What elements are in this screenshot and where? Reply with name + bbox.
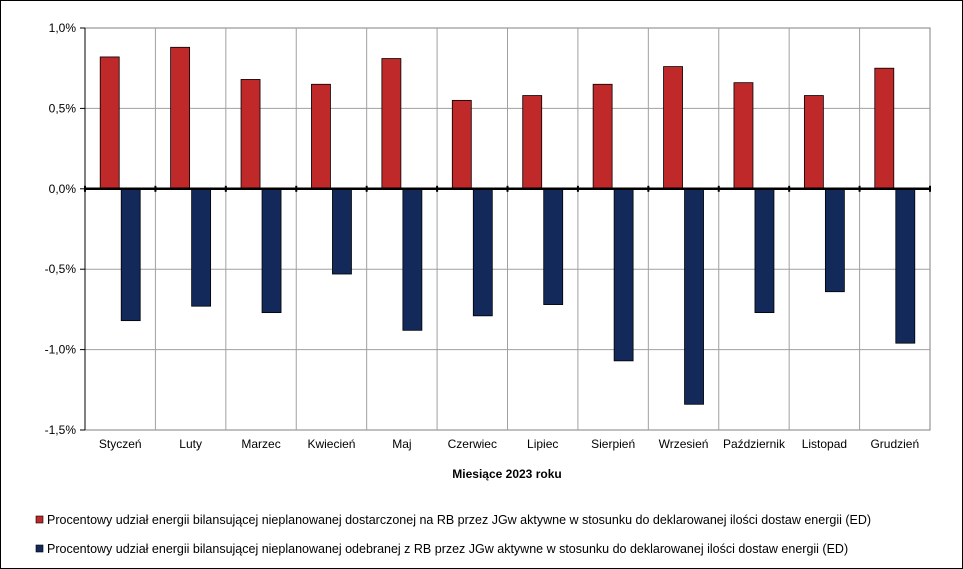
x-tick-label-2: Marzec: [241, 437, 280, 451]
x-tick-label-6: Lipiec: [527, 437, 558, 451]
legend: Procentowy udział energii bilansującej n…: [35, 513, 871, 556]
x-tick-label-9: Październik: [723, 437, 786, 451]
axes: [80, 27, 931, 431]
y-tick-label-0: 1,0%: [49, 21, 77, 35]
bar-s1-4: [381, 58, 402, 190]
bar-s1-1: [170, 46, 191, 190]
bar-s1-9: [733, 82, 754, 190]
x-axis-label: Miesiące 2023 roku: [452, 467, 561, 481]
y-tick-label-4: -1,0%: [45, 343, 77, 357]
bar-s1-7: [592, 83, 613, 190]
y-tick-label-1: 0,5%: [49, 101, 77, 115]
bar-s1-2: [240, 79, 261, 190]
x-tick-label-4: Maj: [392, 437, 411, 451]
y-tick-label-3: -0,5%: [45, 262, 77, 276]
x-tick-label-0: Styczeń: [99, 437, 142, 451]
x-tick-label-7: Sierpień: [591, 437, 635, 451]
bar-s2-0: [120, 188, 141, 322]
bar-s1-10: [803, 95, 824, 190]
bar-s1-11: [874, 67, 895, 190]
bar-s1-8: [663, 66, 683, 190]
x-tick-label-1: Luty: [179, 437, 202, 451]
bar-s1-0: [99, 56, 120, 190]
x-tick-label-3: Kwiecień: [307, 437, 355, 451]
bar-s1-3: [311, 83, 331, 190]
bar-s2-9: [754, 188, 775, 314]
x-tick-label-5: Czerwiec: [448, 437, 497, 451]
y-tick-label-5: -1,5%: [45, 423, 77, 437]
bar-s2-1: [191, 188, 212, 307]
legend-label-series-2: Procentowy udział energii bilansującej n…: [47, 542, 848, 556]
bar-s2-10: [824, 188, 845, 293]
y-tick-label-2: 0,0%: [49, 182, 77, 196]
x-tick-label-10: Listopad: [802, 437, 847, 451]
bar-s2-7: [613, 188, 634, 362]
bars: [99, 46, 916, 405]
y-tick-labels: 1,0% 0,5% 0,0% -0,5% -1,0% -1,5%: [45, 21, 77, 437]
bar-s2-2: [261, 188, 282, 314]
legend-label-series-1: Procentowy udział energii bilansującej n…: [47, 513, 871, 527]
x-tick-labels: Styczeń Luty Marzec Kwiecień Maj Czerwiec Lipi…: [99, 437, 919, 451]
x-tick-label-8: Wrzesień: [659, 437, 709, 451]
bar-s2-3: [332, 188, 352, 275]
bar-s2-6: [543, 188, 564, 305]
legend-swatch-series-2: [35, 544, 44, 553]
bar-s1-5: [451, 99, 472, 190]
bar-s1-6: [522, 95, 543, 190]
bar-s2-11: [895, 188, 916, 344]
x-tick-label-11: Grudzień: [870, 437, 919, 451]
legend-swatch-series-1: [35, 515, 44, 524]
bar-s2-8: [684, 188, 704, 405]
bar-s2-4: [402, 188, 423, 331]
bar-s2-5: [472, 188, 493, 317]
